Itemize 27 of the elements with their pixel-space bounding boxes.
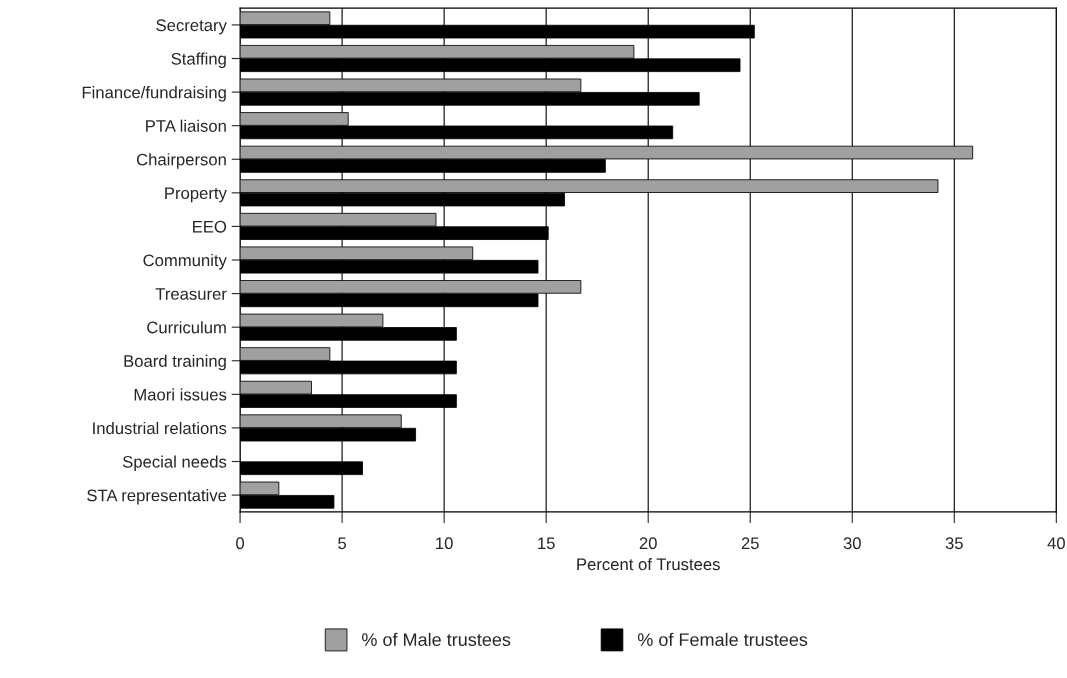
y-tick-label: Finance/fundraising <box>82 86 226 102</box>
y-tick-label: Secretary <box>156 19 227 35</box>
legend-label: % of Female trustees <box>637 632 808 647</box>
x-tick-label: 15 <box>538 537 555 550</box>
y-tick-label: Staffing <box>171 52 226 69</box>
y-tick-label: Industrial relations <box>93 421 227 435</box>
y-tick-label: Curriculum <box>147 321 226 334</box>
y-tick-label: Maori issues <box>134 388 227 401</box>
x-axis-title: Percent of Trustees <box>577 558 720 571</box>
x-tick-label: 35 <box>945 537 963 550</box>
y-tick-label: Property <box>165 187 227 203</box>
y-tick-label: Treasurer <box>155 288 227 300</box>
x-tick-label: 10 <box>436 537 453 550</box>
y-tick-label: Board training <box>124 354 226 371</box>
y-tick-label: Special needs <box>122 455 227 472</box>
x-tick-label: 5 <box>338 537 347 550</box>
y-tick-label: PTA liaison <box>146 119 226 132</box>
y-tick-label: Chairperson <box>136 153 226 169</box>
x-tick-label: 20 <box>639 537 657 550</box>
x-tick-label: 40 <box>1047 537 1065 550</box>
y-tick-label: STA representative <box>87 489 227 505</box>
legend-label: % of Male trustees <box>362 632 511 647</box>
y-tick-label: EEO <box>193 220 227 233</box>
x-tick-label: 0 <box>236 537 245 550</box>
x-tick-label: 30 <box>843 537 861 550</box>
x-tick-label: 25 <box>741 537 759 550</box>
y-tick-label: Community <box>143 253 227 270</box>
